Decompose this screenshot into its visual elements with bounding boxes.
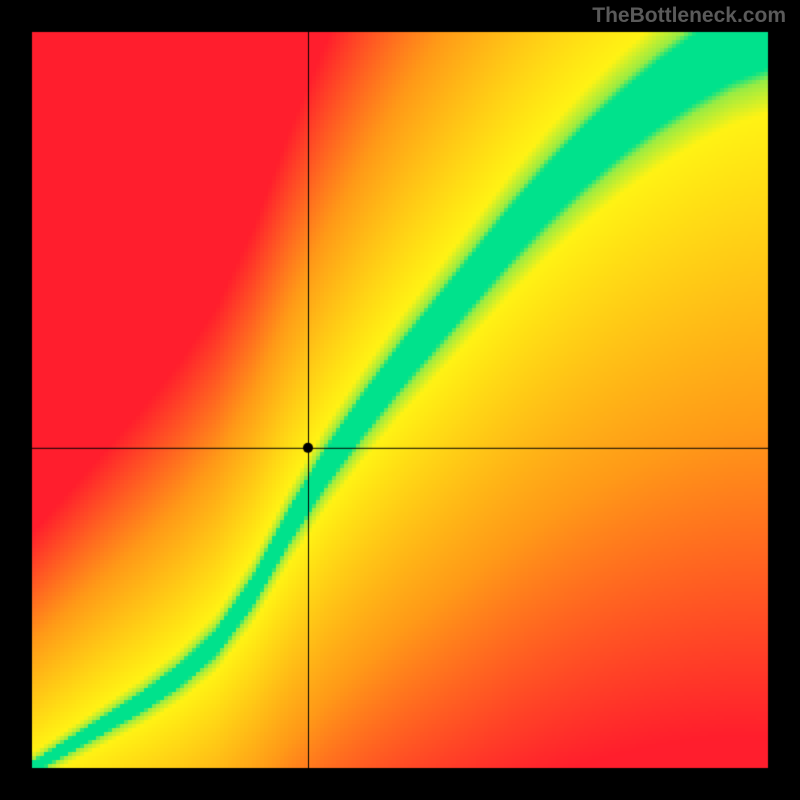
watermark-text: TheBottleneck.com [592, 4, 786, 28]
chart-container: TheBottleneck.com [0, 0, 800, 800]
bottleneck-heatmap [0, 0, 800, 800]
